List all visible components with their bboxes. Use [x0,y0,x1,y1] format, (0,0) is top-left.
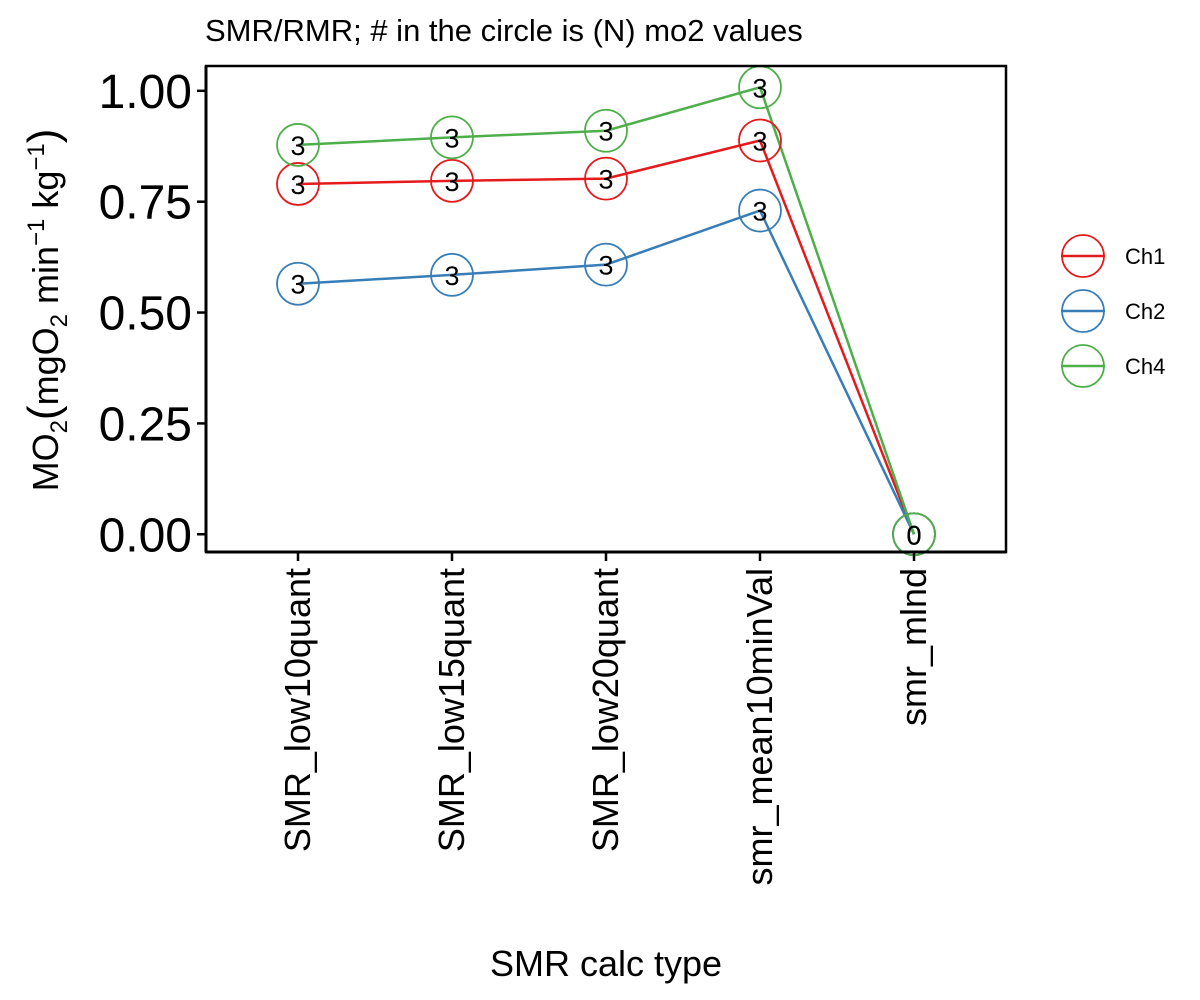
y-axis-title-base: MO [25,433,66,491]
x-tick-label: SMR_low15quant [431,568,472,852]
series-line-ch1 [297,139,916,535]
y-tick-label: 0.00 [99,509,192,562]
data-point-ch4 [276,123,320,167]
point-n-label: 3 [598,251,613,281]
data-point-ch1 [584,156,628,201]
chart-title: SMR/RMR; # in the circle is (N) mo2 valu… [205,13,803,48]
y-axis-title-close: ) [19,129,68,144]
y-tick-label: 0.25 [99,398,192,451]
x-tick-label: SMR_low20quant [585,568,626,852]
point-n-label: 3 [598,165,613,195]
data-point-ch2 [430,252,474,297]
x-tick-label: SMR_low10quant [277,568,318,852]
legend-label: Ch1 [1125,244,1165,269]
data-point-ch2 [276,261,320,306]
point-n-label: 3 [598,117,613,147]
point-n-label: 3 [752,126,767,156]
data-point-ch2 [738,188,782,233]
data-point-ch1 [276,162,320,206]
point-n-label: 3 [290,170,305,200]
y-axis-title-sup1: −1 [23,219,50,246]
data-point-ch1 [430,158,474,203]
point-n-label: 3 [290,131,305,161]
y-axis-title-open: ( [19,405,68,420]
y-axis-title-sub1: 2 [46,420,73,433]
legend-label: Ch4 [1125,354,1165,379]
y-tick-label: 1.00 [99,66,192,119]
point-n-label: 0 [906,520,921,550]
point-n-label: 3 [444,123,459,153]
data-point-ch2 [584,242,628,287]
y-axis-ticks: 0.00 0.25 0.50 0.75 1.00 [99,66,206,562]
legend-label: Ch2 [1125,299,1165,324]
x-tick-label: smr_mlnd [893,568,934,726]
legend-item-ch1: Ch1 [1061,234,1165,278]
data-point-ch4 [430,115,474,160]
y-tick-label: 0.75 [99,177,192,230]
point-n-label: 3 [752,197,767,227]
series-line-ch4 [297,85,916,535]
series-lines [297,85,916,535]
legend-item-ch2: Ch2 [1061,289,1165,333]
point-n-label: 3 [752,73,767,103]
legend-item-ch4: Ch4 [1061,344,1165,388]
point-n-label: 0 [906,520,921,550]
x-tick-label: smr_mean10minVal [739,568,780,885]
series-line-ch2 [297,209,916,535]
y-axis-title-mid3: kg [25,171,66,219]
y-axis-title-mid2: min [25,246,66,314]
data-point-ch4 [584,108,628,153]
x-axis-ticks: SMR_low10quant SMR_low15quant SMR_low20qua… [277,552,934,885]
point-n-label: 3 [444,167,459,197]
y-axis-title: MO2(mgO2 min−1 kg−1) [19,129,73,492]
point-n-label: 0 [906,520,921,550]
data-point-ch1 [738,118,782,163]
y-axis-title-sup2: −1 [23,143,50,170]
point-n-label: 3 [290,270,305,300]
x-axis-title: SMR calc type [490,943,722,984]
y-axis-title-mid1: mgO [25,327,66,405]
y-tick-label: 0.50 [99,288,192,341]
y-axis-title-sub2: 2 [46,314,73,327]
legend: Ch1 Ch2 Ch4 [1061,234,1165,388]
point-n-label: 3 [444,261,459,291]
